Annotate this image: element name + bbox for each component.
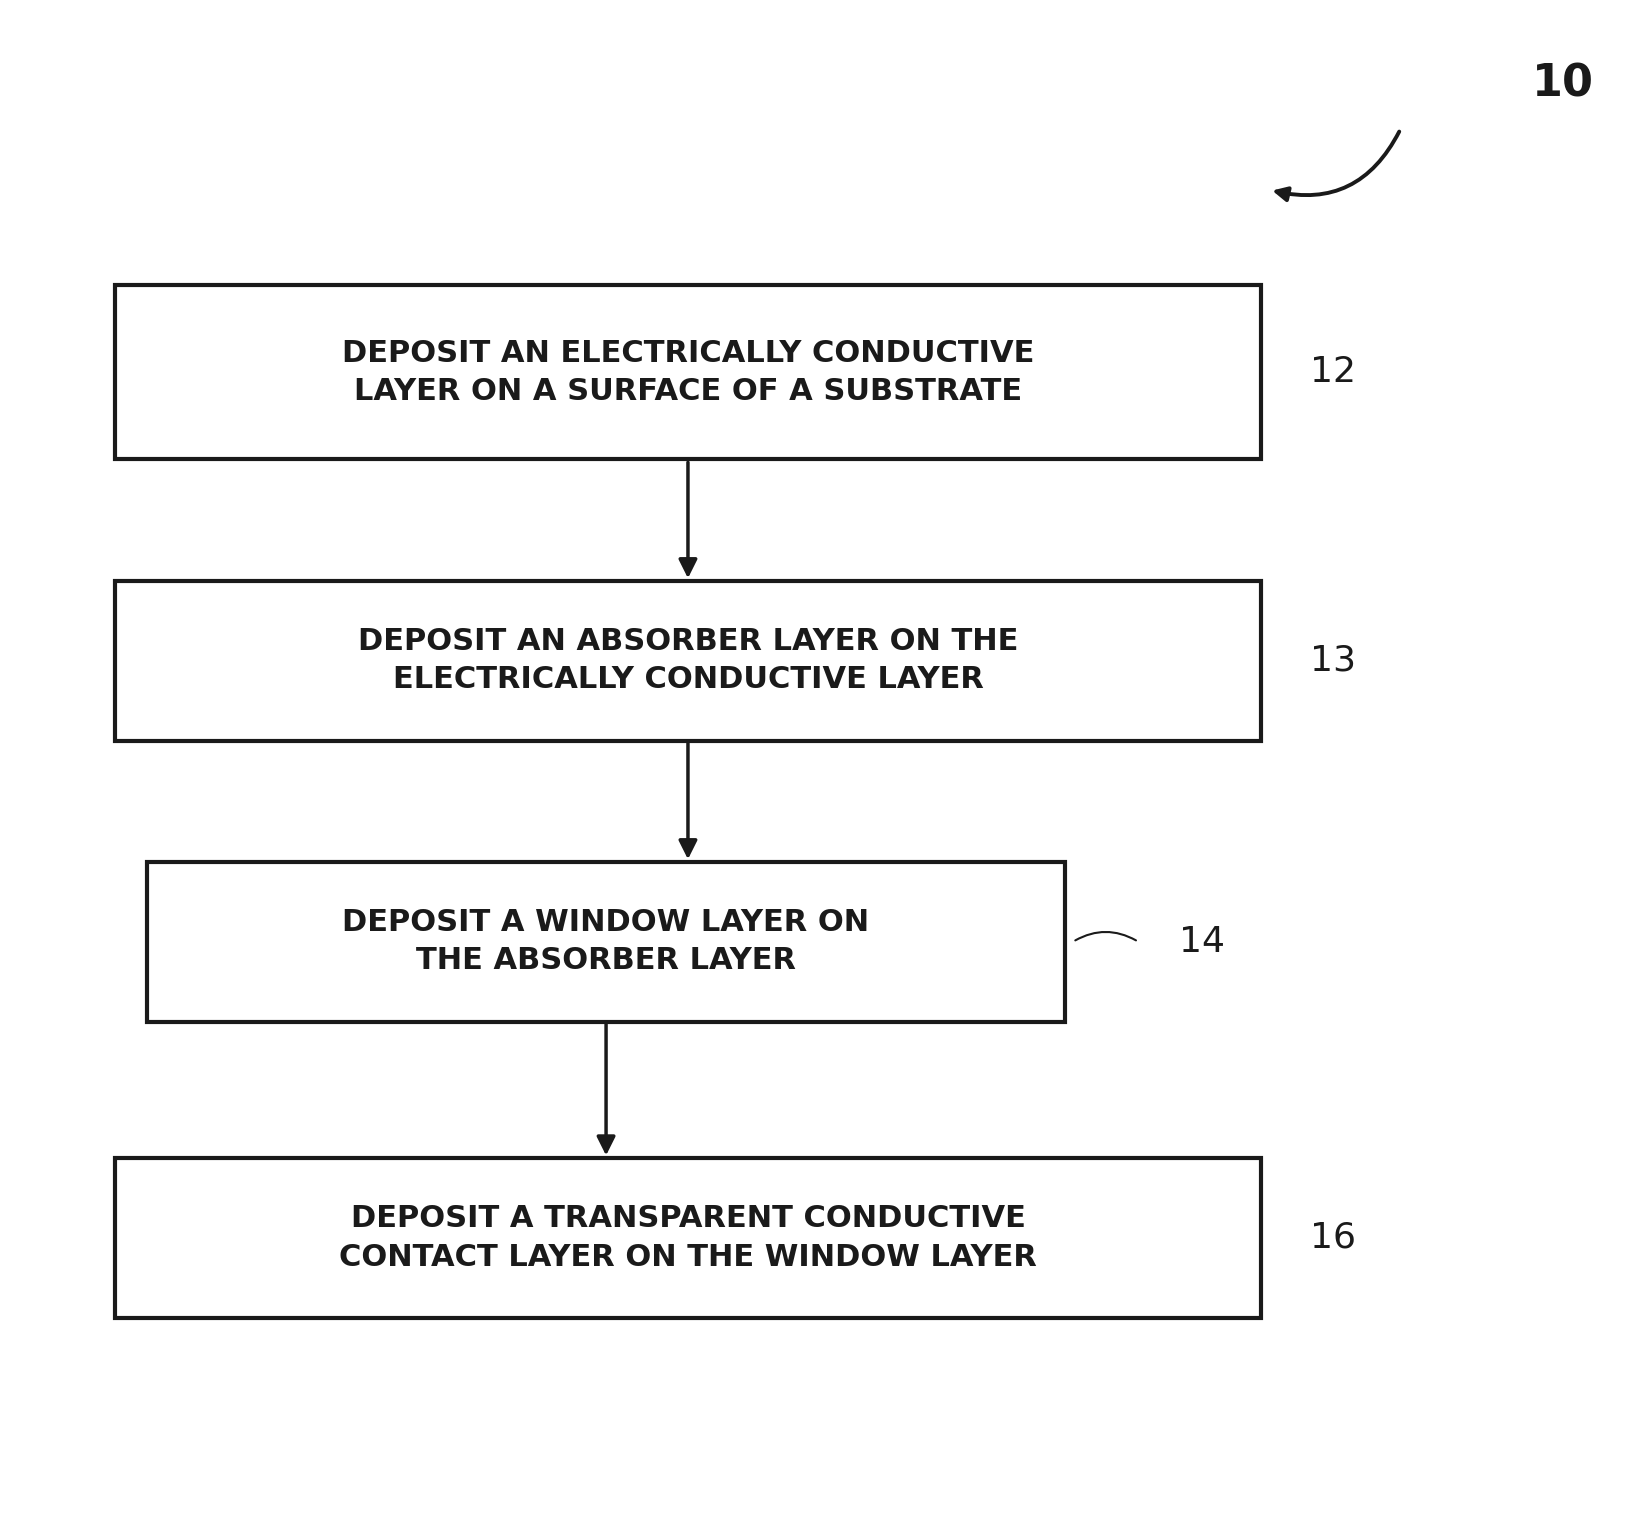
FancyBboxPatch shape: [115, 582, 1261, 741]
Text: DEPOSIT A WINDOW LAYER ON
THE ABSORBER LAYER: DEPOSIT A WINDOW LAYER ON THE ABSORBER L…: [342, 908, 870, 975]
Text: DEPOSIT A TRANSPARENT CONDUCTIVE
CONTACT LAYER ON THE WINDOW LAYER: DEPOSIT A TRANSPARENT CONDUCTIVE CONTACT…: [339, 1205, 1037, 1271]
Text: 10: 10: [1532, 62, 1594, 105]
Text: 16: 16: [1310, 1221, 1356, 1255]
Text: DEPOSIT AN ABSORBER LAYER ON THE
ELECTRICALLY CONDUCTIVE LAYER: DEPOSIT AN ABSORBER LAYER ON THE ELECTRI…: [357, 627, 1019, 694]
FancyBboxPatch shape: [115, 286, 1261, 459]
Text: 13: 13: [1310, 644, 1356, 677]
Text: 14: 14: [1179, 925, 1225, 958]
Text: DEPOSIT AN ELECTRICALLY CONDUCTIVE
LAYER ON A SURFACE OF A SUBSTRATE: DEPOSIT AN ELECTRICALLY CONDUCTIVE LAYER…: [342, 339, 1034, 406]
FancyBboxPatch shape: [147, 863, 1065, 1021]
FancyBboxPatch shape: [115, 1157, 1261, 1317]
Text: 12: 12: [1310, 355, 1356, 389]
